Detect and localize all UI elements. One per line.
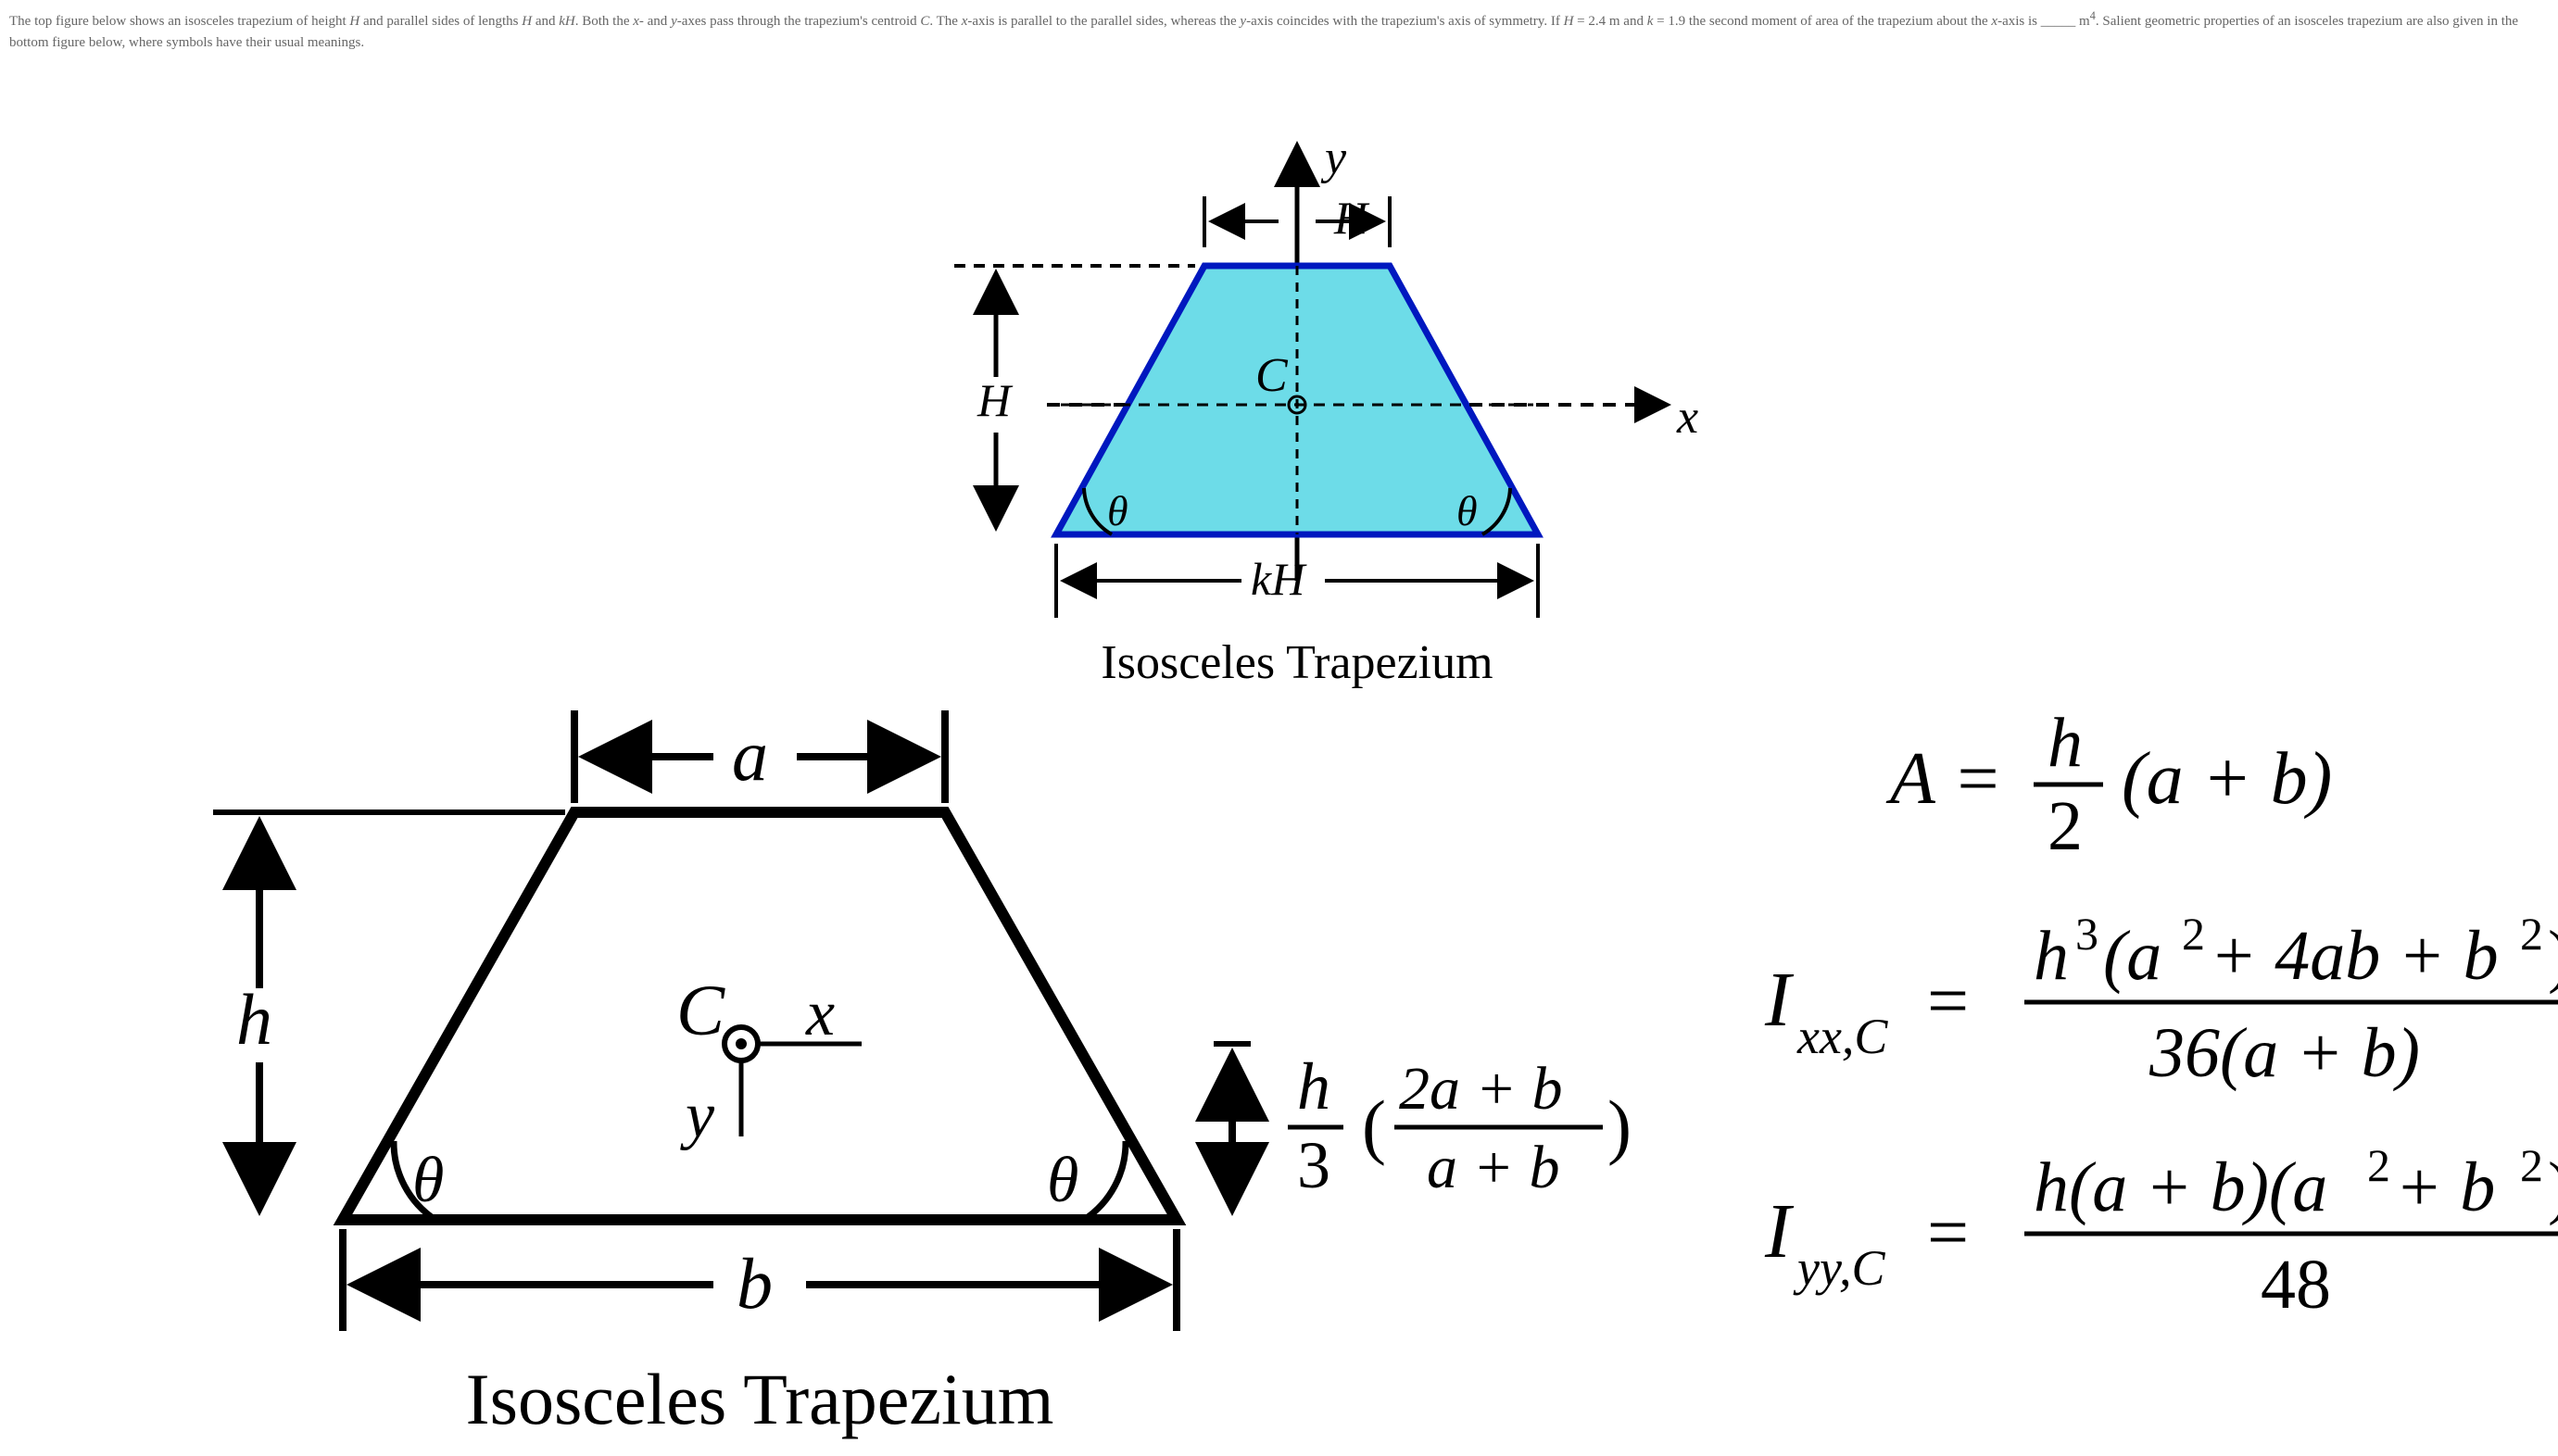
top-figure: y x C H H kH θ θ [954,132,1698,689]
bottom-theta-right: θ [1047,1145,1078,1216]
bottom-theta-left: θ [412,1145,444,1216]
formulas: A = h 2 (a + b) I xx,C = h 3 (a 2 + 4ab … [1764,704,2558,1324]
dim-H-left-label: H [977,374,1014,426]
Iyy-I: I [1764,1188,1795,1274]
text: = 2.4 m and [1573,14,1646,29]
Ixx-den: 36(a + b) [2148,1014,2420,1092]
cy-h: h [1297,1049,1330,1123]
var-y: y [671,14,677,29]
text: -axis is parallel to the parallel sides,… [967,14,1240,29]
Ixx-a2exp: 2 [2182,908,2205,960]
Ixx-eq: = [1927,960,1969,1042]
Iyy-den: 48 [2261,1246,2331,1324]
var-H: H [1564,14,1574,29]
var-H: H [522,14,532,29]
figures-container: y x C H H kH θ θ [0,62,2558,1456]
centroid-y-formula: h 3 ( 2a + b a + b ) [1214,1044,1632,1209]
bottom-centroid-dot [736,1038,747,1049]
text: = 1.9 the second moment of area of the t… [1653,14,1991,29]
Iyy-num1: h(a + b)(a [2034,1148,2327,1226]
y-axis-label: y [1320,132,1347,184]
text: -axis is _____ m [1997,14,2090,29]
Ixx-sub: xx,C [1796,1009,1888,1064]
theta-right: θ [1456,487,1478,534]
cy-top: 2a + b [1399,1055,1563,1123]
dim-b-label: b [737,1243,773,1324]
Iyy-b2exp: 2 [2520,1139,2543,1191]
Ixx-h3: 3 [2075,908,2098,960]
bottom-C: C [676,970,725,1050]
dim-a-label: a [732,715,768,796]
x-axis-label: x [1676,391,1698,444]
A-rhs: (a + b) [2122,738,2332,820]
centroid-dot [1295,403,1300,408]
dim-H-top-label: H [1333,192,1370,244]
text: and [532,14,559,29]
text: The top figure below shows an isosceles … [9,14,349,29]
Ixx-b2exp: 2 [2520,908,2543,960]
A-top: h [2048,704,2083,782]
cy-close: ) [1607,1086,1632,1166]
cy-3: 3 [1297,1128,1330,1202]
Ixx-h: h [2034,917,2069,995]
Iyy-eq: = [1927,1192,1969,1274]
cy-open: ( [1362,1086,1386,1166]
top-figure-title: Isosceles Trapezium [1101,636,1493,689]
problem-statement: The top figure below shows an isosceles … [0,0,2558,56]
theta-left: θ [1107,487,1128,534]
var-C: C [920,14,929,29]
dim-kH-label: kH [1251,553,1307,605]
cy-bot: a + b [1427,1134,1560,1201]
Ixx-a2a: (a [2103,917,2161,995]
bottom-x: x [805,978,835,1049]
bottom-figure: C x y a b h θ θ Isosceles Trapezium [213,710,1177,1439]
centroid-label: C [1255,349,1289,402]
bottom-theta-right-arc [1084,1141,1126,1220]
text: . The [929,14,961,29]
bottom-y: y [680,1080,715,1151]
Ixx-mid: + 4ab + b [2210,917,2499,995]
var-kH: kH [559,14,575,29]
Iyy-sub: yy,C [1793,1240,1885,1296]
text: and parallel sides of lengths [359,14,522,29]
bottom-figure-title: Isosceles Trapezium [466,1359,1054,1439]
Iyy-num2: + b [2395,1148,2495,1226]
var-x: x [633,14,639,29]
Iyy-num3: ) [2548,1148,2558,1226]
text: -axes pass through the trapezium's centr… [677,14,921,29]
A-bot: 2 [2048,787,2083,865]
text: - and [639,14,671,29]
A-lhs: A = [1885,738,2002,820]
var-H: H [349,14,359,29]
Ixx-close: ) [2548,917,2558,995]
Iyy-a2exp: 2 [2367,1139,2390,1191]
Ixx-I: I [1764,957,1795,1043]
dim-h-label: h [236,979,272,1060]
text: . Both the [575,14,634,29]
text: -axis coincides with the trapezium's axi… [1246,14,1563,29]
figures-svg: y x C H H kH θ θ [0,62,2558,1451]
